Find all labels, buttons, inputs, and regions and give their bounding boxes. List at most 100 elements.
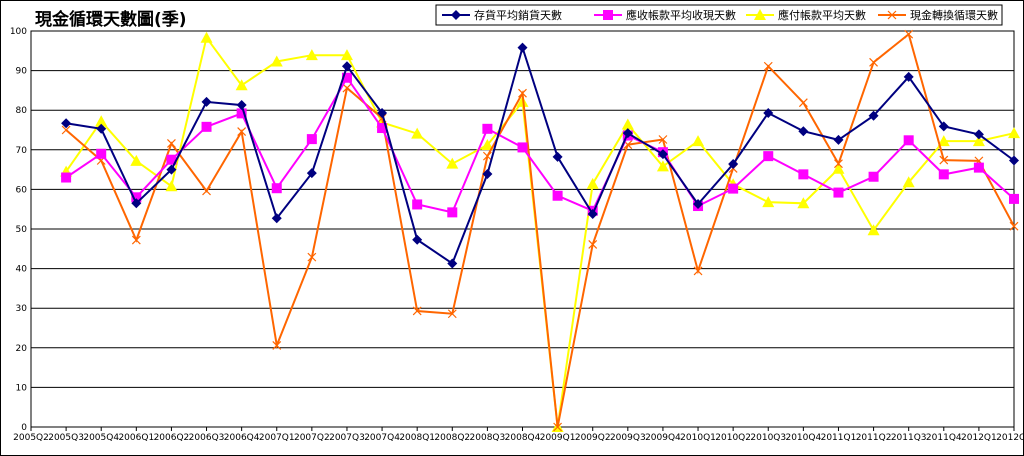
- series-0: [61, 42, 1019, 269]
- data-point-x: [61, 125, 71, 135]
- x-tick-label: 2006Q2: [154, 433, 190, 443]
- data-point-square: [728, 183, 739, 194]
- data-point-triangle: [754, 9, 766, 20]
- y-tick-label: 0: [21, 423, 27, 433]
- x-tick-label: 2012Q1: [961, 433, 997, 443]
- data-point-diamond: [451, 10, 461, 20]
- data-point-diamond: [587, 208, 598, 219]
- data-point-x: [939, 155, 949, 165]
- data-point-triangle: [797, 197, 810, 209]
- data-point-triangle: [481, 139, 494, 151]
- data-point-square: [201, 121, 212, 132]
- data-point-square: [447, 207, 458, 218]
- data-point-x: [834, 159, 843, 169]
- x-tick-label: 2010Q3: [750, 433, 786, 443]
- data-point-diamond: [763, 107, 774, 118]
- y-tick-label: 50: [16, 225, 28, 235]
- x-tick-label: 2011Q4: [926, 433, 962, 443]
- data-point-square: [552, 190, 563, 201]
- data-point-triangle: [165, 180, 178, 192]
- data-point-triangle: [305, 49, 318, 61]
- data-point-x: [482, 151, 492, 161]
- data-point-square: [868, 171, 879, 182]
- data-point-diamond: [201, 96, 212, 107]
- data-point-diamond: [693, 199, 704, 210]
- data-point-x: [167, 139, 176, 148]
- x-tick-label: 2007Q3: [329, 433, 365, 443]
- data-point-x: [412, 306, 422, 316]
- data-point-square: [377, 123, 388, 134]
- series-line: [65, 32, 1015, 428]
- data-point-x: [518, 88, 527, 98]
- data-point-x: [887, 10, 897, 20]
- data-point-x: [798, 98, 808, 108]
- x-tick-label: 2006Q1: [118, 433, 154, 443]
- data-point-square: [763, 151, 774, 162]
- data-point-triangle: [586, 177, 599, 189]
- data-point-square: [61, 172, 72, 183]
- x-tick-label: 2005Q2: [13, 433, 49, 443]
- data-point-diamond: [236, 100, 247, 111]
- data-point-x: [869, 57, 878, 67]
- x-tick-label: 2008Q3: [470, 433, 506, 443]
- data-point-diamond: [482, 168, 493, 179]
- data-point-diamond: [798, 126, 809, 137]
- data-point-triangle: [95, 115, 108, 127]
- x-tick-label: 2009Q3: [610, 433, 646, 443]
- x-tick-label: 2011Q2: [856, 433, 892, 443]
- x-tick-label: 2007Q4: [364, 433, 400, 443]
- data-point-triangle: [832, 162, 845, 174]
- series-line: [65, 44, 1015, 266]
- y-tick-label: 40: [16, 265, 28, 275]
- data-point-triangle: [411, 127, 424, 139]
- x-tick-label: 2009Q2: [575, 433, 611, 443]
- data-point-diamond: [377, 107, 388, 118]
- series-2: [60, 31, 1020, 432]
- x-tick-label: 2010Q1: [680, 433, 716, 443]
- y-tick-label: 80: [16, 106, 28, 116]
- data-point-square: [938, 169, 949, 180]
- data-point-x: [237, 127, 247, 137]
- x-tick-label: 2012Q2: [996, 433, 1023, 443]
- data-point-square: [603, 10, 613, 20]
- data-point-diamond: [657, 149, 668, 160]
- x-tick-label: 2007Q1: [259, 433, 295, 443]
- x-tick-label: 2006Q3: [189, 433, 225, 443]
- data-point-triangle: [446, 157, 459, 169]
- data-point-triangle: [972, 135, 985, 147]
- series-1: [61, 72, 1019, 218]
- data-point-diamond: [903, 71, 914, 82]
- data-point-square: [271, 183, 282, 194]
- y-tick-label: 100: [10, 27, 27, 37]
- data-point-diamond: [447, 258, 458, 269]
- data-point-diamond: [1009, 155, 1019, 166]
- data-point-triangle: [270, 55, 283, 67]
- data-point-x: [588, 240, 598, 249]
- data-point-diamond: [833, 134, 844, 145]
- chart-title: 現金循環天數圖(季): [35, 10, 187, 30]
- data-point-diamond: [938, 121, 949, 132]
- data-point-triangle: [340, 49, 353, 61]
- data-point-square: [306, 134, 317, 145]
- y-tick-label: 90: [16, 67, 28, 77]
- legend-label: 存貨平均銷貨天數: [474, 8, 562, 22]
- data-point-triangle: [692, 135, 705, 147]
- data-point-square: [131, 192, 142, 203]
- x-tick-label: 2005Q3: [48, 433, 84, 443]
- y-tick-label: 70: [16, 146, 28, 156]
- legend-box: [435, 4, 1003, 26]
- x-tick-label: 2008Q2: [434, 433, 470, 443]
- data-point-x: [693, 266, 703, 276]
- y-tick-label: 60: [16, 185, 28, 195]
- data-point-square: [482, 123, 493, 134]
- data-point-diamond: [96, 123, 107, 134]
- data-point-diamond: [728, 159, 739, 170]
- x-tick-label: 2009Q1: [540, 433, 576, 443]
- data-point-triangle: [867, 224, 880, 236]
- data-point-square: [973, 162, 984, 173]
- data-point-square: [412, 199, 423, 210]
- data-point-diamond: [412, 234, 423, 245]
- x-tick-label: 2009Q4: [645, 433, 681, 443]
- data-point-triangle: [1008, 127, 1020, 139]
